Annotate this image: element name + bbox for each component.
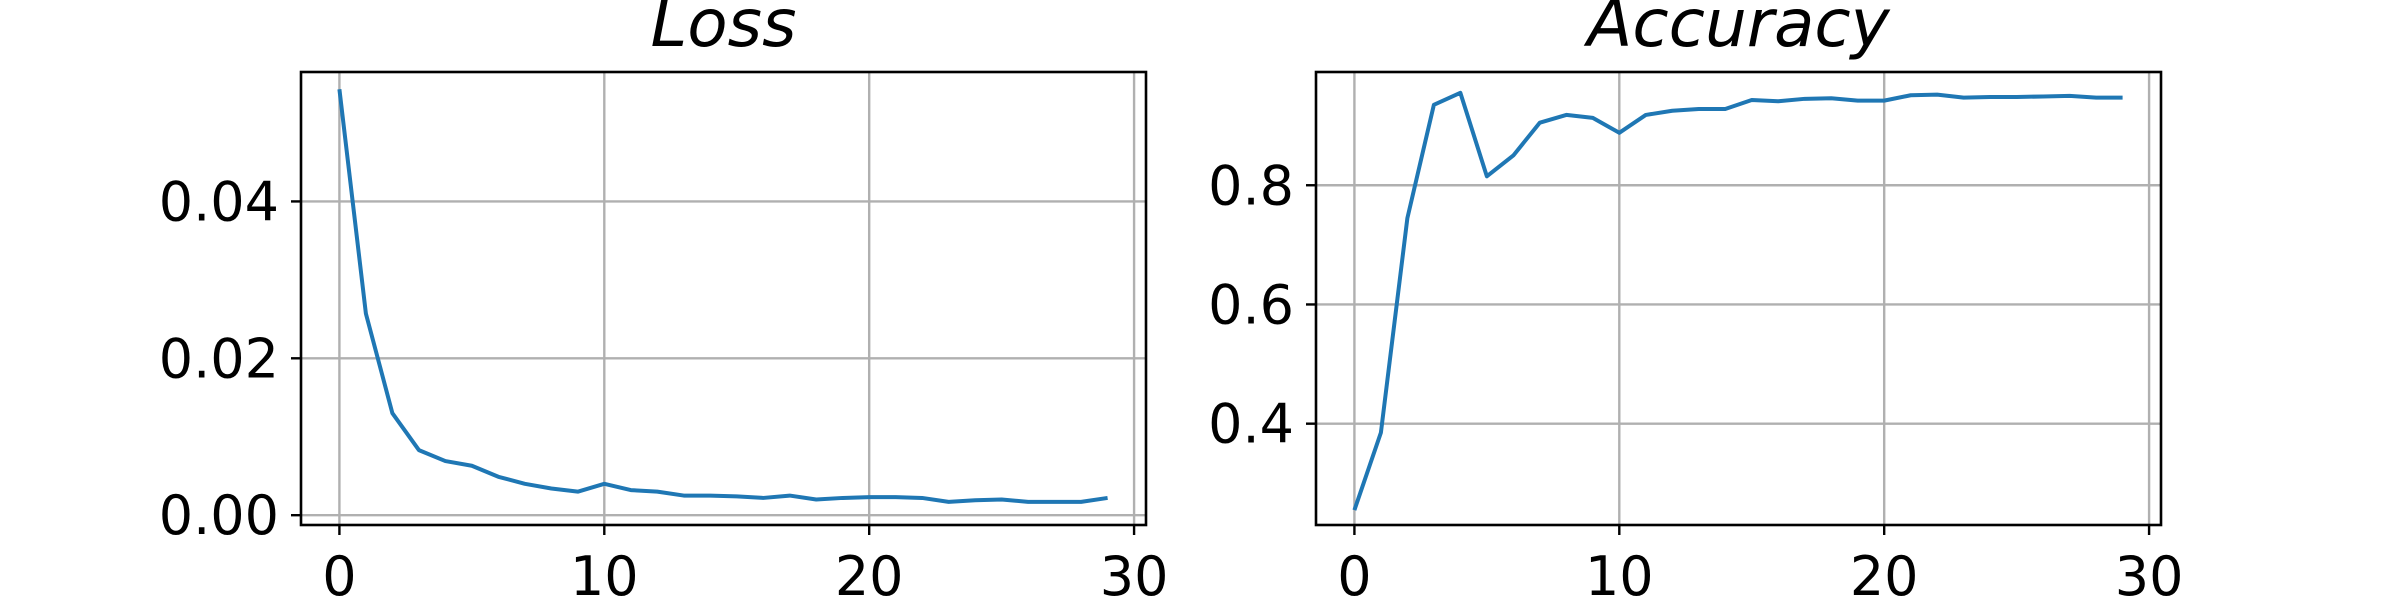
- loss-chart-title: Loss: [651, 0, 797, 62]
- accuracy-x-tick-label: 10: [1585, 545, 1654, 600]
- accuracy-y-tick-label: 0.8: [1208, 154, 1294, 217]
- loss-x-tick-label: 10: [570, 545, 639, 600]
- accuracy-chart-panel: 0 10 20 30 0.4 0.6 0.8 Accuracy: [1208, 0, 2183, 600]
- loss-x-tick-label: 30: [1100, 545, 1169, 600]
- accuracy-chart-title: Accuracy: [1583, 0, 1890, 62]
- accuracy-y-tick-label: 0.4: [1208, 393, 1294, 456]
- loss-plot-frame: [299, 70, 1148, 527]
- loss-x-tick-label: 20: [835, 545, 904, 600]
- loss-series-line: [337, 89, 1108, 504]
- accuracy-x-tick-label: 0: [1337, 545, 1371, 600]
- loss-y-tick-label: 0.00: [159, 484, 279, 547]
- loss-y-tick-label: 0.02: [159, 327, 279, 390]
- accuracy-series-line: [1352, 90, 2123, 511]
- loss-chart-panel: 0 10 20 30 0.00 0.02 0.04 Loss: [159, 0, 1169, 600]
- loss-y-tick-label: 0.04: [159, 170, 279, 233]
- accuracy-x-tick-label: 20: [1850, 545, 1919, 600]
- accuracy-y-tick-label: 0.6: [1208, 273, 1294, 336]
- loss-x-tick-label: 0: [322, 545, 356, 600]
- accuracy-x-tick-label: 30: [2115, 545, 2184, 600]
- accuracy-plot-frame: [1314, 70, 2163, 527]
